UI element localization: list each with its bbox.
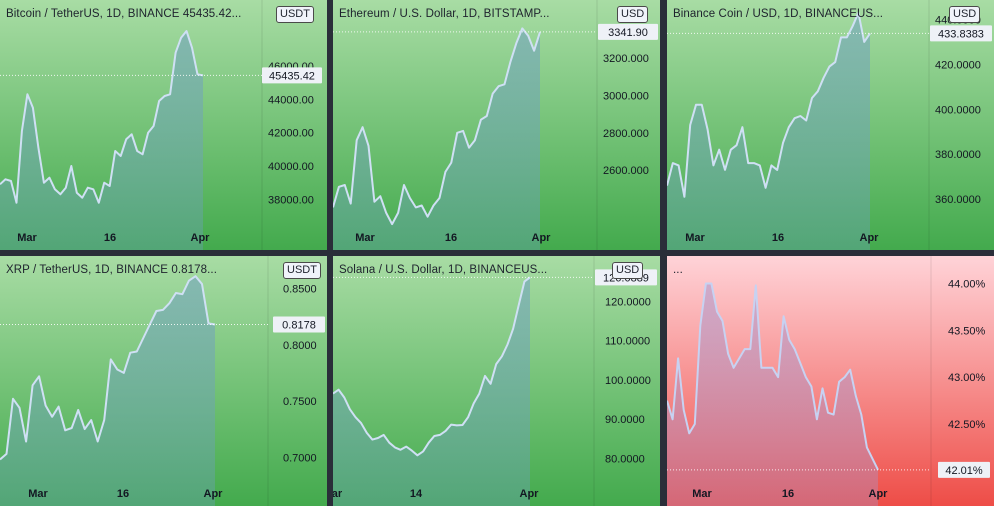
pane-title: Binance Coin / USD, 1D, BINANCEUS...	[673, 8, 884, 20]
price-line	[0, 30, 204, 204]
pane-title: Solana / U.S. Dollar, 1D, BINANCEUS...	[339, 264, 548, 276]
price-line	[0, 275, 216, 461]
x-tick-label: Apr	[860, 232, 880, 244]
price-area	[667, 283, 878, 506]
x-tick-label: ar	[333, 488, 343, 500]
x-tick-label: Mar	[685, 232, 705, 244]
price-line	[333, 276, 531, 457]
chart-pane-ethereum[interactable]: 2600.000 2800.000 3000.000 3200.000 3341.90 M…	[333, 0, 660, 250]
y-tick-label: 44000.00	[268, 94, 314, 106]
chart-canvas[interactable]: 80.000090.0000100.0000110.0000120.000012…	[333, 256, 660, 506]
x-tick-label: Mar	[692, 488, 712, 500]
chart-canvas[interactable]: 38000.0040000.0042000.0044000.0046000.00…	[0, 0, 327, 250]
y-tick-label: 42.50%	[948, 419, 986, 431]
currency-badge[interactable]: USD	[617, 6, 649, 23]
y-tick-label: 400.0000	[935, 104, 981, 116]
x-tick-label: Apr	[520, 488, 540, 500]
price-area	[333, 28, 540, 250]
y-tick-label: 0.8000	[283, 340, 317, 352]
y-tick-label: 42000.00	[268, 128, 314, 140]
chart-pane-ratio[interactable]: 42.50% 43.00% 43.50% 44.00% 42.01% Mar 16 Apr .…	[667, 256, 994, 506]
x-tick-label: Apr	[532, 232, 552, 244]
x-tick-label: Apr	[869, 488, 889, 500]
pane-title: XRP / TetherUS, 1D, BINANCE 0.8178...	[6, 264, 218, 276]
x-tick-label: Apr	[204, 488, 224, 500]
price-line	[667, 11, 871, 198]
chart-pane-binance-coin[interactable]: 360.0000380.0000400.0000420.0000440.0000…	[667, 0, 994, 250]
last-price-label-bg	[938, 461, 990, 478]
y-tick-label: 90.0000	[605, 414, 645, 426]
x-tick-label: Mar	[28, 488, 48, 500]
y-tick-label: 0.7000	[283, 452, 317, 464]
chart-canvas[interactable]: 42.50% 43.00% 43.50% 44.00% 42.01% Mar 16 Apr	[667, 256, 994, 506]
x-tick-label: 16	[445, 232, 457, 244]
chart-pane-xrp[interactable]: 0.7000 0.7500 0.8000 0.8500 0.8178 Mar 16 Apr X…	[0, 256, 327, 506]
y-tick-label: 3200.000	[603, 53, 649, 65]
last-price-label-bg	[262, 67, 322, 84]
last-price-label: 3341.90	[608, 27, 648, 39]
x-tick-label: Mar	[355, 232, 375, 244]
last-price-label-bg	[598, 23, 658, 40]
x-tick-label: Apr	[191, 232, 211, 244]
x-tick-label: 16	[104, 232, 116, 244]
price-line	[667, 282, 879, 471]
x-tick-label: 16	[117, 488, 129, 500]
last-price-label-bg	[930, 25, 992, 42]
currency-badge[interactable]: USD	[612, 262, 644, 279]
chart-canvas[interactable]: 360.0000380.0000400.0000420.0000440.0000…	[667, 0, 994, 250]
y-tick-label: 420.0000	[935, 59, 981, 71]
y-tick-label: 43.50%	[948, 325, 986, 337]
chart-pane-solana[interactable]: 80.000090.0000100.0000110.0000120.000012…	[333, 256, 660, 506]
y-tick-label: 380.0000	[935, 149, 981, 161]
y-tick-label: 0.7500	[283, 396, 317, 408]
last-price-label: 42.01%	[945, 465, 983, 477]
x-tick-label: 16	[772, 232, 784, 244]
price-area	[0, 31, 203, 250]
pane-title: Bitcoin / TetherUS, 1D, BINANCE 45435.42…	[6, 8, 242, 20]
last-price-label: 45435.42	[269, 70, 315, 82]
currency-badge[interactable]: USDT	[276, 6, 314, 23]
y-tick-label: 100.0000	[605, 375, 651, 387]
last-price-label-bg	[273, 316, 325, 333]
x-tick-label: 14	[410, 488, 423, 500]
x-tick-label: 16	[782, 488, 794, 500]
y-tick-label: 44.00%	[948, 279, 986, 291]
y-tick-label: 80.0000	[605, 453, 645, 465]
y-tick-label: 40000.00	[268, 161, 314, 173]
pane-title: Ethereum / U.S. Dollar, 1D, BITSTAMP...	[339, 8, 550, 20]
y-tick-label: 38000.00	[268, 194, 314, 206]
y-tick-label: 2800.000	[603, 128, 649, 140]
pane-title: ...	[673, 264, 683, 276]
y-tick-label: 0.8500	[283, 284, 317, 296]
price-area	[333, 277, 530, 506]
y-tick-label: 2600.000	[603, 165, 649, 177]
y-tick-label: 120.0000	[605, 296, 651, 308]
y-tick-label: 360.0000	[935, 194, 981, 206]
chart-canvas[interactable]: 2600.000 2800.000 3000.000 3200.000 3341.90 M…	[333, 0, 660, 250]
chart-canvas[interactable]: 0.7000 0.7500 0.8000 0.8500 0.8178 Mar 16 Apr	[0, 256, 327, 506]
y-tick-label: 110.0000	[605, 336, 650, 348]
currency-badge[interactable]: USDT	[283, 262, 321, 279]
currency-badge[interactable]: USD	[949, 6, 981, 23]
x-tick-label: Mar	[17, 232, 37, 244]
last-price-label: 0.8178	[282, 320, 316, 332]
price-area	[667, 12, 870, 250]
y-tick-label: 43.00%	[948, 372, 986, 384]
price-line	[333, 27, 541, 226]
chart-pane-bitcoin[interactable]: 38000.00 40000.00 42000.00 44000.00 46000.00…	[0, 0, 327, 250]
y-tick-label: 3000.000	[603, 90, 649, 102]
last-price-label: 433.8383	[938, 28, 984, 40]
